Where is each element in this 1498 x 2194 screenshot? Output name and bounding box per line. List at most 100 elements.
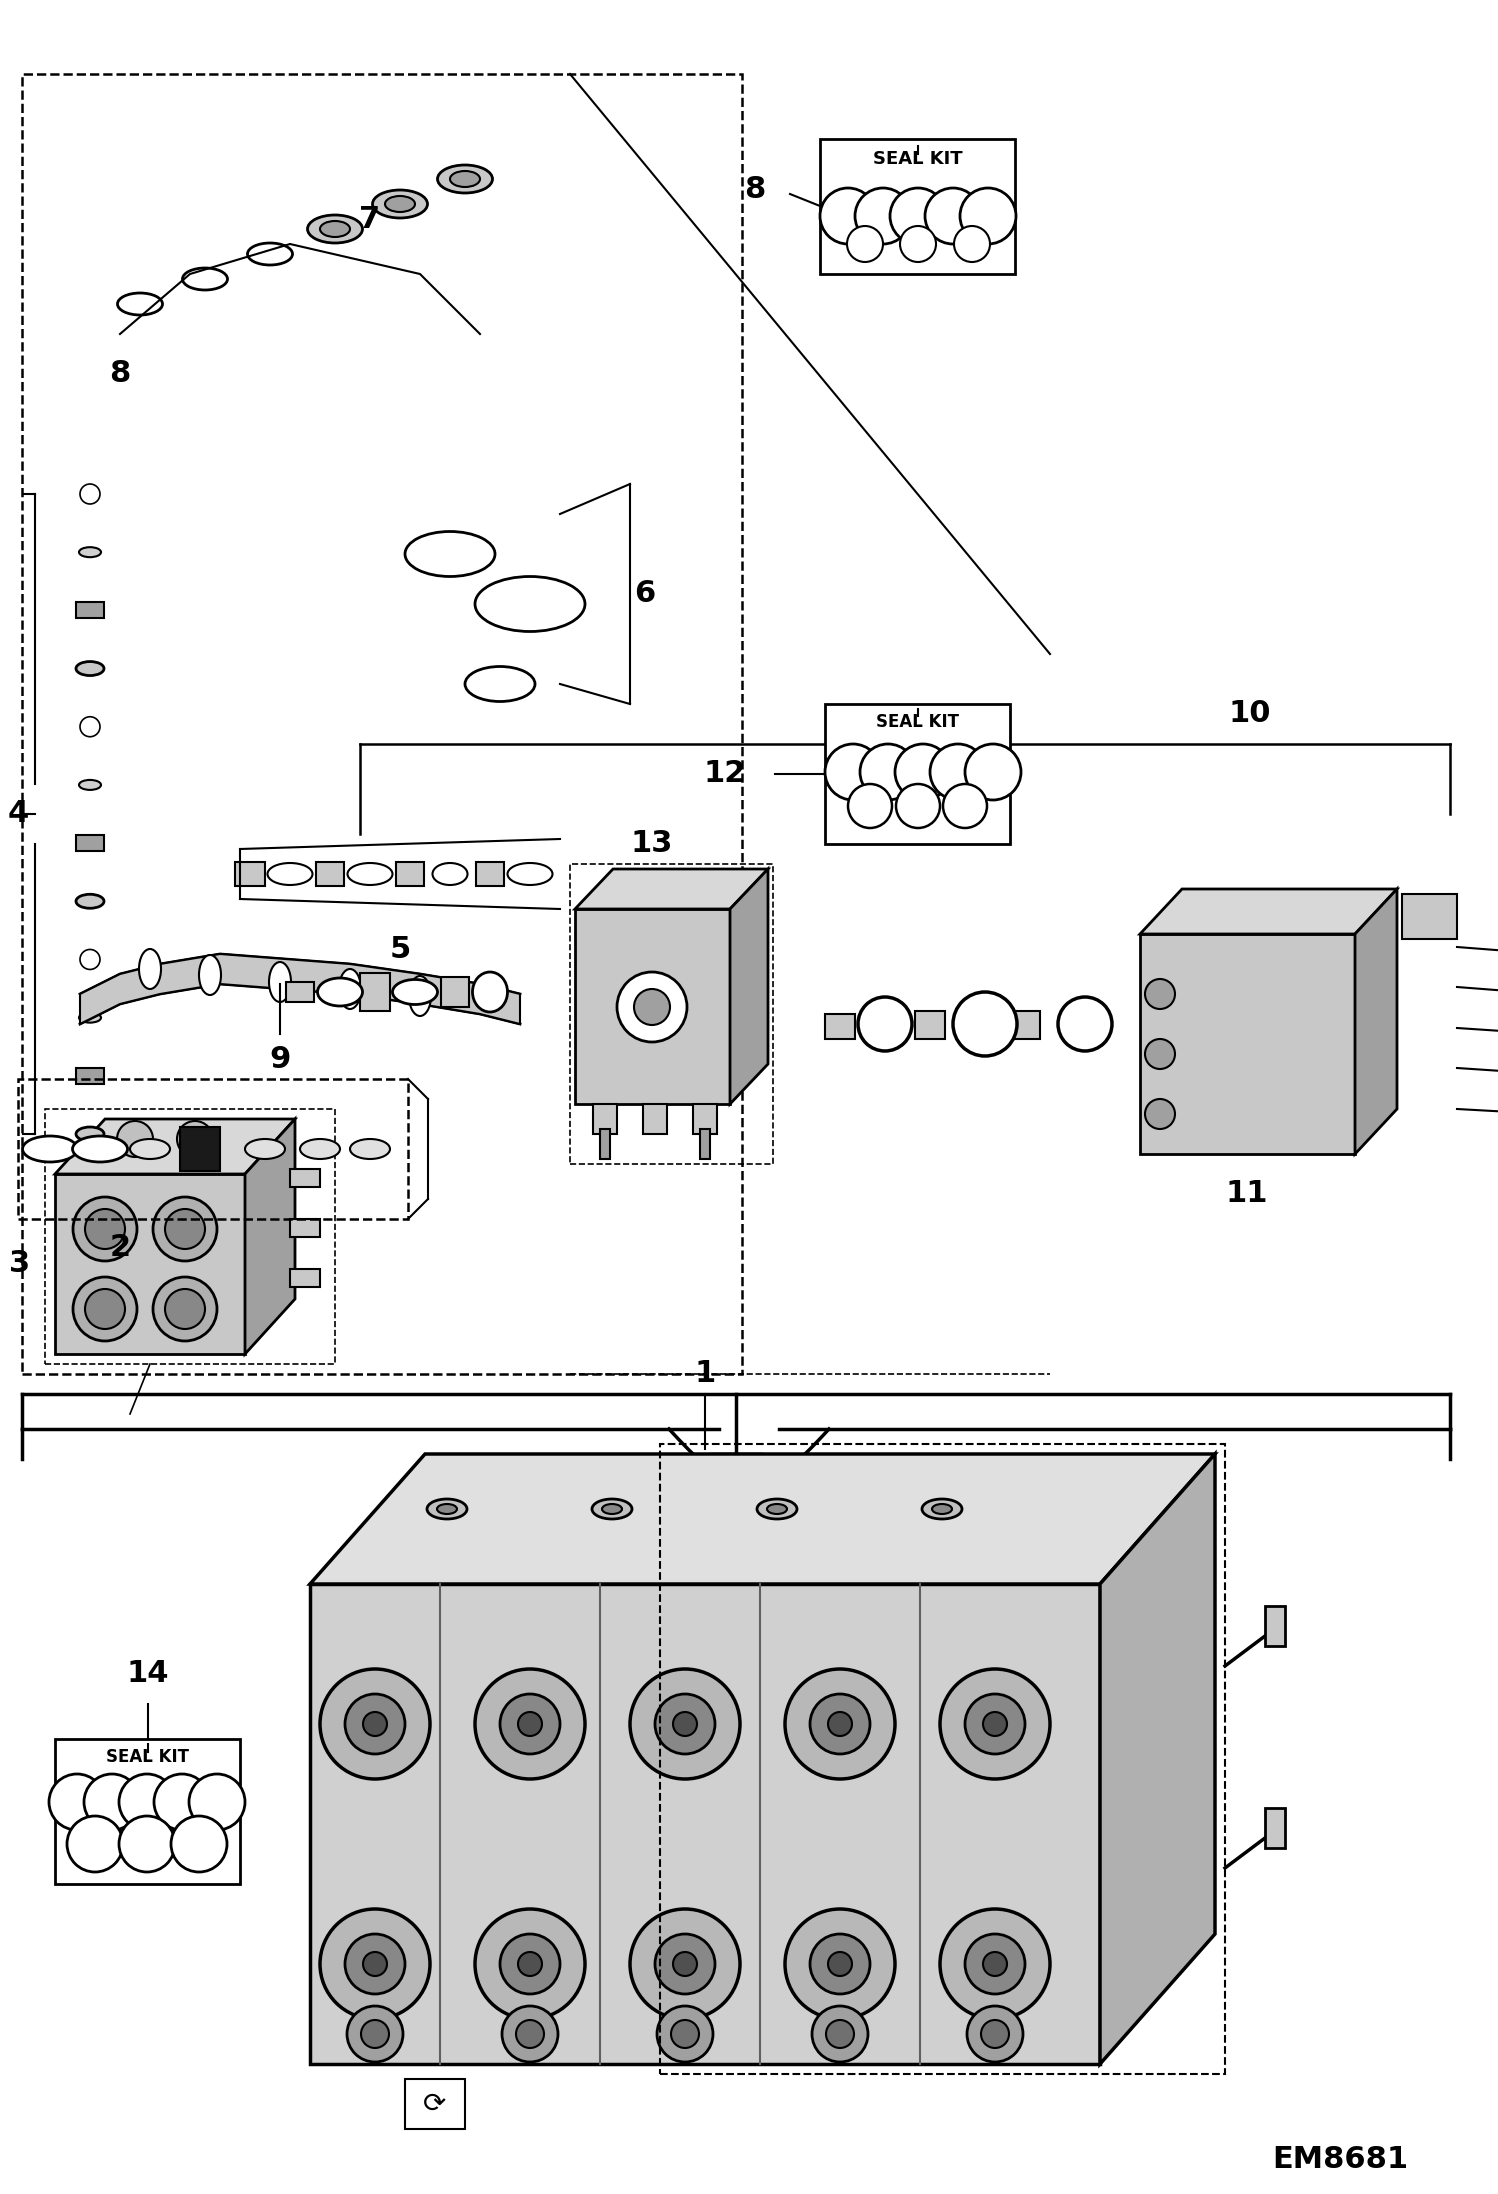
- Circle shape: [49, 1775, 105, 1830]
- Circle shape: [73, 1277, 136, 1341]
- Ellipse shape: [449, 171, 479, 186]
- Ellipse shape: [79, 779, 100, 790]
- Circle shape: [85, 1209, 124, 1248]
- Polygon shape: [730, 869, 768, 1104]
- Ellipse shape: [373, 191, 427, 217]
- Polygon shape: [55, 1174, 246, 1354]
- Ellipse shape: [76, 663, 103, 676]
- Bar: [1402, 893, 1458, 939]
- Circle shape: [345, 1694, 404, 1753]
- Text: 8: 8: [745, 176, 765, 204]
- Bar: [286, 983, 315, 1003]
- Ellipse shape: [592, 1499, 632, 1518]
- Circle shape: [930, 744, 986, 801]
- Circle shape: [846, 226, 882, 261]
- Bar: [1010, 1011, 1040, 1040]
- Circle shape: [500, 1933, 560, 1994]
- Polygon shape: [310, 1455, 1215, 1584]
- Ellipse shape: [351, 1139, 389, 1158]
- Polygon shape: [79, 954, 520, 1025]
- Polygon shape: [1140, 935, 1356, 1154]
- Bar: [700, 1130, 710, 1158]
- Bar: [601, 1130, 610, 1158]
- Polygon shape: [246, 1119, 295, 1354]
- Circle shape: [965, 1694, 1025, 1753]
- Bar: [395, 862, 424, 886]
- Circle shape: [85, 1290, 124, 1330]
- Text: 8: 8: [109, 360, 130, 388]
- Circle shape: [475, 1670, 586, 1779]
- Circle shape: [171, 1817, 228, 1871]
- Ellipse shape: [270, 961, 291, 1003]
- Circle shape: [673, 1711, 697, 1735]
- Circle shape: [941, 1909, 1050, 2018]
- Circle shape: [502, 2005, 557, 2062]
- Text: 10: 10: [1228, 700, 1272, 728]
- Circle shape: [673, 1953, 697, 1977]
- Circle shape: [165, 1290, 205, 1330]
- Bar: [476, 862, 503, 886]
- Bar: [571, 864, 773, 1165]
- Circle shape: [655, 1933, 715, 1994]
- Text: 6: 6: [634, 579, 656, 608]
- Circle shape: [118, 1775, 175, 1830]
- Bar: [76, 1068, 103, 1084]
- Circle shape: [944, 783, 987, 827]
- Text: 2: 2: [109, 1233, 130, 1262]
- Circle shape: [363, 1953, 386, 1977]
- Ellipse shape: [183, 268, 228, 290]
- Text: 13: 13: [631, 829, 673, 858]
- Bar: [694, 1104, 718, 1134]
- Ellipse shape: [247, 244, 292, 265]
- Bar: [1264, 1606, 1285, 1646]
- Circle shape: [79, 950, 100, 970]
- Circle shape: [983, 1711, 1007, 1735]
- Bar: [593, 1104, 617, 1134]
- Circle shape: [896, 783, 941, 827]
- Ellipse shape: [318, 979, 363, 1007]
- Circle shape: [960, 189, 1016, 244]
- Bar: [825, 1014, 855, 1040]
- Circle shape: [634, 989, 670, 1025]
- Circle shape: [812, 2005, 867, 2062]
- Circle shape: [518, 1953, 542, 1977]
- Circle shape: [828, 1711, 852, 1735]
- Bar: [45, 1108, 336, 1365]
- Text: EM8681: EM8681: [1272, 2144, 1408, 2174]
- Circle shape: [825, 744, 881, 801]
- Circle shape: [515, 2021, 544, 2047]
- Circle shape: [953, 992, 1017, 1055]
- Bar: [18, 1079, 407, 1220]
- Circle shape: [1144, 1040, 1174, 1068]
- Text: 4: 4: [7, 799, 28, 829]
- Text: 14: 14: [127, 1659, 169, 1689]
- Text: 3: 3: [9, 1251, 30, 1279]
- Bar: [360, 972, 389, 1011]
- Circle shape: [825, 2021, 854, 2047]
- Circle shape: [1058, 996, 1112, 1051]
- Circle shape: [890, 189, 947, 244]
- Polygon shape: [575, 869, 768, 908]
- Circle shape: [118, 1817, 175, 1871]
- Ellipse shape: [475, 577, 586, 632]
- Circle shape: [965, 744, 1022, 801]
- Polygon shape: [1356, 889, 1398, 1154]
- Text: 12: 12: [704, 759, 746, 788]
- Ellipse shape: [300, 1139, 340, 1158]
- Circle shape: [73, 1198, 136, 1262]
- Circle shape: [819, 189, 876, 244]
- Circle shape: [924, 189, 981, 244]
- Circle shape: [361, 2021, 389, 2047]
- Bar: [661, 1444, 1225, 2073]
- Circle shape: [860, 744, 915, 801]
- Text: 5: 5: [389, 935, 410, 963]
- Circle shape: [1144, 979, 1174, 1009]
- Polygon shape: [55, 1119, 295, 1174]
- Circle shape: [954, 226, 990, 261]
- Circle shape: [894, 744, 951, 801]
- Circle shape: [475, 1909, 586, 2018]
- Ellipse shape: [392, 979, 437, 1005]
- Ellipse shape: [307, 215, 363, 244]
- Bar: [1264, 1808, 1285, 1847]
- Bar: [643, 1104, 667, 1134]
